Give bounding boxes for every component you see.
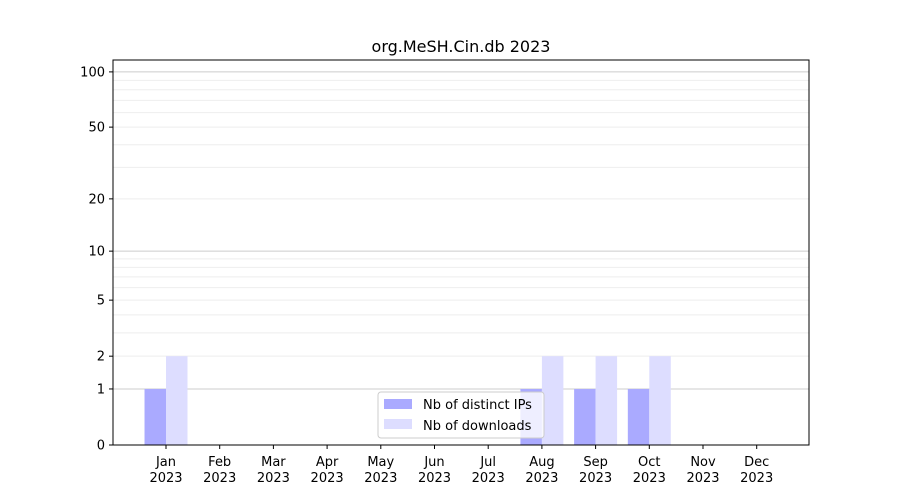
legend: Nb of distinct IPs Nb of downloads [377,391,545,439]
x-tick-label: Jul 2023 [472,455,505,486]
grid [113,71,809,390]
y-tick-label: 0 [97,439,105,454]
y-tick-label: 100 [80,65,105,80]
x-tick-label: Apr 2023 [311,455,344,486]
legend-swatch-ips [384,399,412,409]
y-tick-label: 50 [88,121,105,136]
legend-swatch-downloads [384,419,412,429]
bar-ips [144,388,166,445]
y-tick-label: 2 [97,350,105,365]
x-tick-label: Nov 2023 [686,455,719,486]
y-tick-label: 10 [88,245,105,260]
x-tick-label: Feb 2023 [203,455,236,486]
bar-downloads [541,356,564,445]
y-tick-label: 5 [97,294,105,309]
x-tick-label: Sep 2023 [579,455,612,486]
x-axis: Jan 2023 Feb 2023 Mar 2023 Apr 2023 May 2023 Jun 20… [149,445,773,486]
x-tick-label: Jun 2023 [418,455,451,486]
y-axis: 0 1 2 5 10 20 50 100 [80,65,113,454]
legend-label-downloads: Nb of downloads [423,419,532,434]
bar-downloads [649,356,671,445]
bar-downloads [166,356,188,445]
bar-downloads [595,356,618,445]
y-tick-label: 1 [97,382,105,397]
x-tick-label: May 2023 [364,455,397,486]
chart-title: org.MeSH.Cin.db 2023 [372,37,551,56]
x-tick-label: Oct 2023 [633,455,666,486]
legend-label-ips: Nb of distinct IPs [423,398,532,413]
x-tick-label: Jan 2023 [149,455,182,486]
bar-ips [574,388,596,445]
x-tick-label: Dec 2023 [740,455,773,486]
x-tick-label: Aug 2023 [525,455,558,486]
x-tick-label: Mar 2023 [257,455,290,486]
bar-ips [627,388,650,445]
y-tick-label: 20 [88,192,105,207]
plot-frame [112,59,810,446]
